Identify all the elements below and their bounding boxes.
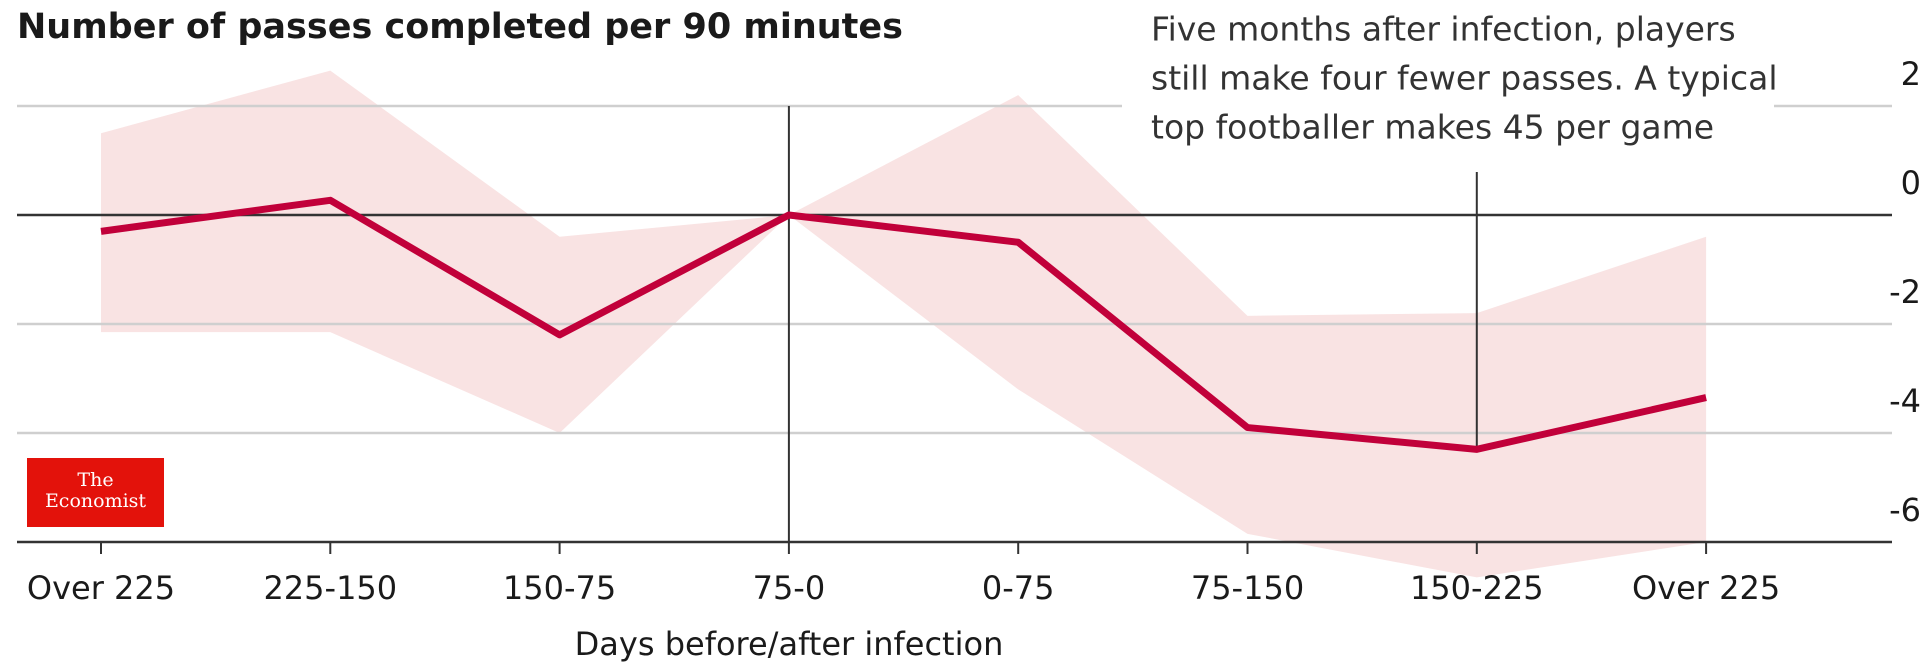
x-tick-label: 75-0 bbox=[753, 569, 826, 607]
y-tick-label: 2 bbox=[1901, 55, 1921, 93]
y-tick-label: -2 bbox=[1889, 273, 1921, 311]
confidence-band bbox=[101, 70, 1707, 578]
x-tick-label: 225-150 bbox=[263, 569, 397, 607]
annotation-text: top footballer makes 45 per game bbox=[1151, 108, 1714, 147]
x-tick-label: Over 225 bbox=[1632, 569, 1780, 607]
x-tick-label: Over 225 bbox=[27, 569, 175, 607]
x-tick-label: 75-150 bbox=[1191, 569, 1304, 607]
logo-text: Economist bbox=[45, 490, 146, 512]
y-tick-label: 0 bbox=[1901, 164, 1921, 202]
y-tick-label: -6 bbox=[1889, 491, 1921, 529]
x-tick-label: 150-75 bbox=[503, 569, 616, 607]
x-tick-label: 0-75 bbox=[982, 569, 1055, 607]
annotation-backdrop bbox=[1122, 0, 1774, 150]
x-tick-label: 150-225 bbox=[1410, 569, 1544, 607]
line bbox=[100, 196, 1707, 453]
y-tick-label: -4 bbox=[1889, 382, 1921, 420]
x-axis-title: Days before/after infection bbox=[575, 625, 1004, 663]
annotation-text: still make four fewer passes. A typical bbox=[1151, 59, 1777, 98]
logo-text: The bbox=[77, 469, 113, 491]
chart-title: Number of passes completed per 90 minute… bbox=[17, 7, 903, 47]
logo bbox=[27, 458, 164, 527]
annotation-text: Five months after infection, players bbox=[1151, 10, 1736, 49]
